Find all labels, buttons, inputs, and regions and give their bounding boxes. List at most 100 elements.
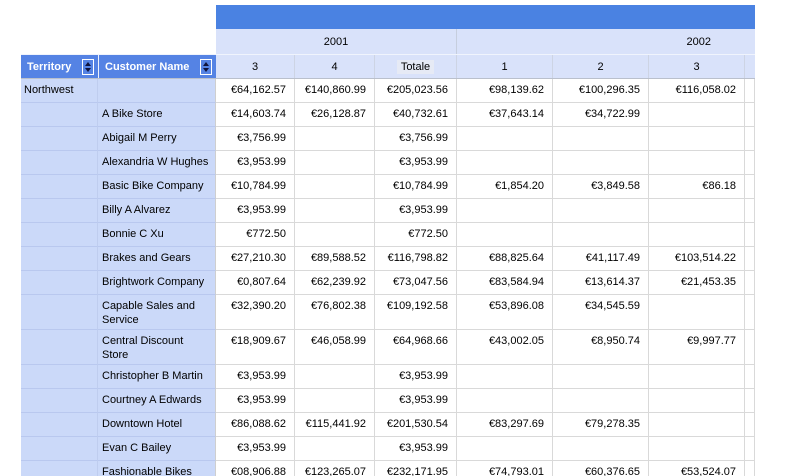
value-column-headers: 3 4 Totale 1 2 3	[216, 55, 745, 78]
value-cell: €3,756.99	[216, 127, 295, 151]
year-label: 2002	[686, 35, 711, 48]
value-cell: €205,023.56	[375, 79, 457, 103]
value-cell	[553, 199, 649, 223]
customer-name-cell: Billy A Alvarez	[98, 199, 216, 223]
sliver-cell	[745, 223, 755, 247]
customer-name-cell: Basic Bike Company	[98, 175, 216, 199]
value-cell: €109,192.58	[375, 295, 457, 330]
value-cell	[295, 223, 375, 247]
value-cell	[295, 365, 375, 389]
sliver-cell	[745, 365, 755, 389]
customer-name-cell: Brakes and Gears	[98, 247, 216, 271]
value-cell	[553, 365, 649, 389]
territory-cell	[21, 461, 98, 476]
value-cell: €3,953.99	[375, 389, 457, 413]
sliver-cell	[745, 79, 755, 103]
territory-cell	[21, 151, 98, 175]
year-group-row: 2001 2002	[216, 29, 755, 54]
table-row: Courtney A Edwards €3,953.99 €3,953.99	[21, 389, 755, 413]
sliver-cell	[745, 247, 755, 271]
sort-asc-icon	[203, 61, 209, 66]
value-cell: €123,265.07	[295, 461, 375, 476]
sort-asc-icon	[85, 61, 91, 66]
territory-cell	[21, 103, 98, 127]
value-cell: €60,376.65	[553, 461, 649, 476]
value-cell: €26,128.87	[295, 103, 375, 127]
territory-cell	[21, 389, 98, 413]
territory-cell	[21, 271, 98, 295]
column-header-label: 2	[597, 60, 604, 73]
table-row: A Bike Store €14,603.74 €26,128.87 €40,732.…	[21, 103, 755, 127]
sliver-cell	[745, 389, 755, 413]
value-cell	[295, 151, 375, 175]
value-cell: €772.50	[375, 223, 457, 247]
value-cell: €64,968.66	[375, 330, 457, 365]
value-cell: €83,297.69	[457, 413, 553, 437]
table-row: Alexandria W Hughes €3,953.99 €3,953.99	[21, 151, 755, 175]
value-cell: €18,909.67	[216, 330, 295, 365]
table-row: Brightwork Company €0,807.64 €62,239.92 €73…	[21, 271, 755, 295]
table-row: Evan C Bailey €3,953.99 €3,953.99	[21, 437, 755, 461]
year-group-2001: 2001	[216, 29, 457, 54]
territory-cell	[21, 175, 98, 199]
territory-column-header[interactable]: Territory	[21, 55, 98, 78]
territory-cell	[21, 127, 98, 151]
customer-name-cell: Christopher B Martin	[98, 365, 216, 389]
value-cell: €1,854.20	[457, 175, 553, 199]
customer-name-column-header[interactable]: Customer Name	[98, 55, 216, 78]
value-cell	[649, 151, 745, 175]
territory-cell	[21, 365, 98, 389]
sliver-cell	[745, 127, 755, 151]
sort-desc-icon	[203, 67, 209, 72]
value-cell	[457, 127, 553, 151]
value-cell: €86,088.62	[216, 413, 295, 437]
value-cell: €3,953.99	[216, 365, 295, 389]
sort-updown-icon[interactable]	[82, 58, 94, 75]
value-cell: €41,117.49	[553, 247, 649, 271]
sliver-cell	[745, 151, 755, 175]
sort-updown-icon[interactable]	[200, 58, 212, 75]
value-cell	[649, 223, 745, 247]
value-cell: €3,849.58	[553, 175, 649, 199]
header-sliver-cell	[745, 55, 755, 78]
column-header-3: 3	[649, 55, 745, 78]
table-row: Capable Sales and Service €32,390.20 €76,8…	[21, 295, 755, 330]
value-cell: €53,896.08	[457, 295, 553, 330]
value-cell: €40,732.61	[375, 103, 457, 127]
table-row: Central Discount Store €18,909.67 €46,058.…	[21, 330, 755, 365]
value-cell	[649, 127, 745, 151]
value-cell: €9,997.77	[649, 330, 745, 365]
value-cell: €89,588.52	[295, 247, 375, 271]
value-cell: €3,953.99	[375, 151, 457, 175]
table-row: Basic Bike Company €10,784.99 €10,784.99 €1…	[21, 175, 755, 199]
value-cell: €14,603.74	[216, 103, 295, 127]
territory-header-label: Territory	[27, 60, 72, 73]
value-cell: €73,047.56	[375, 271, 457, 295]
sliver-cell	[745, 295, 755, 330]
sliver-cell	[745, 437, 755, 461]
value-cell: €115,441.92	[295, 413, 375, 437]
value-cell: €100,296.35	[553, 79, 649, 103]
value-cell	[649, 199, 745, 223]
table-row: Billy A Alvarez €3,953.99 €3,953.99	[21, 199, 755, 223]
customer-name-cell: Evan C Bailey	[98, 437, 216, 461]
table-row: Bonnie C Xu €772.50 €772.50	[21, 223, 755, 247]
value-cell	[649, 365, 745, 389]
value-cell: €32,390.20	[216, 295, 295, 330]
value-cell	[553, 127, 649, 151]
value-cell: €88,825.64	[457, 247, 553, 271]
column-header-label: 4	[331, 60, 338, 73]
value-cell	[649, 103, 745, 127]
column-header-row: Territory Customer Name 3 4 Totale 1 2 3	[21, 54, 755, 79]
value-cell: €46,058.99	[295, 330, 375, 365]
value-cell	[457, 223, 553, 247]
value-cell	[295, 437, 375, 461]
value-cell: €3,756.99	[375, 127, 457, 151]
value-cell: €8,950.74	[553, 330, 649, 365]
value-cell	[457, 365, 553, 389]
sort-desc-icon	[85, 67, 91, 72]
value-cell: €62,239.92	[295, 271, 375, 295]
customer-name-cell: Downtown Hotel	[98, 413, 216, 437]
value-cell: €86.18	[649, 175, 745, 199]
